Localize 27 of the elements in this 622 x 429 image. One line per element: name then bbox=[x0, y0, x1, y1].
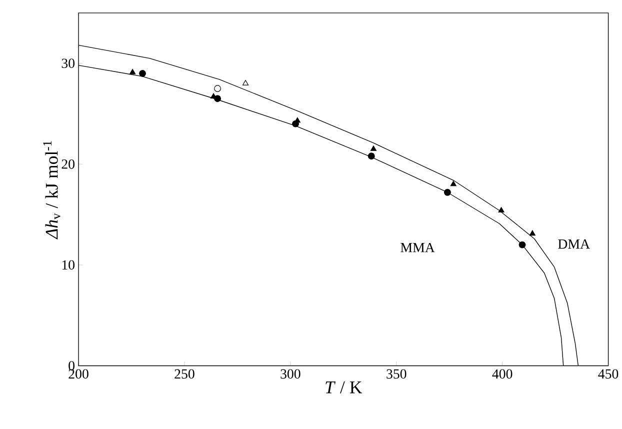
point bbox=[214, 84, 222, 92]
point bbox=[529, 230, 536, 236]
y-tick-label: 10 bbox=[62, 260, 74, 270]
x-tick-label: 300 bbox=[280, 369, 300, 378]
point bbox=[450, 180, 456, 186]
point bbox=[518, 241, 526, 248]
point bbox=[370, 145, 377, 151]
x-tick-label: 400 bbox=[492, 369, 512, 378]
y-tick-label: 30 bbox=[62, 58, 74, 68]
point bbox=[130, 68, 136, 74]
point bbox=[214, 94, 222, 102]
point bbox=[498, 206, 504, 212]
y-tick-label: 0 bbox=[68, 360, 74, 370]
annotation: DMA bbox=[558, 239, 590, 248]
x-tick-label: 250 bbox=[174, 369, 194, 378]
point bbox=[242, 80, 249, 86]
point bbox=[292, 120, 299, 128]
y-tick-label: 20 bbox=[62, 159, 74, 169]
point bbox=[368, 152, 375, 160]
x-tick-label: 350 bbox=[386, 369, 406, 378]
y-axis-title: Δh$_{v}$ / kJ mol$^{-1}$ bbox=[43, 140, 60, 240]
x-tick-label: 450 bbox=[598, 369, 618, 378]
annotation: MMA bbox=[400, 242, 435, 252]
point bbox=[444, 188, 451, 196]
x-axis-title: T / K bbox=[326, 381, 362, 394]
point bbox=[139, 70, 146, 77]
x-tick-label: 200 bbox=[68, 369, 88, 378]
